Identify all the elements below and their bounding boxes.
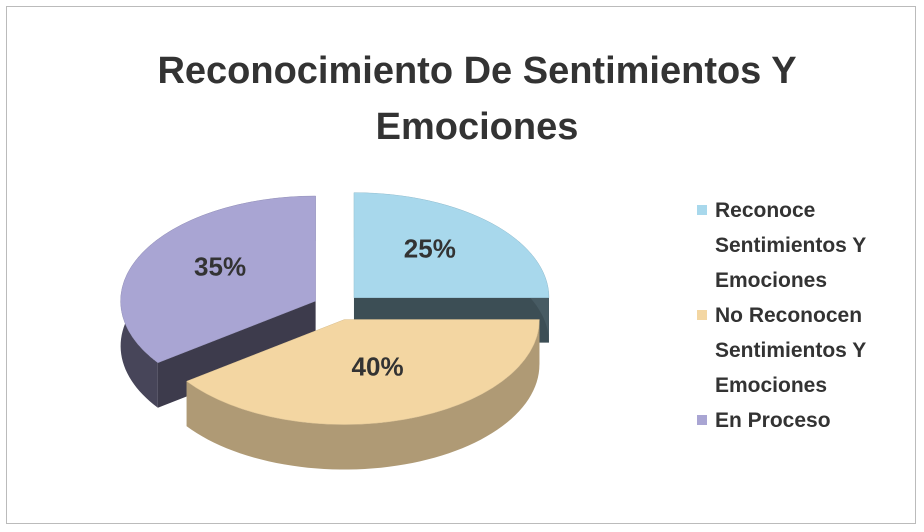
legend-item: No Reconocen Sentimientos Y Emociones [697,298,897,403]
legend-label: En Proceso [715,409,831,432]
legend-swatch [697,310,707,320]
data-label: 35% [194,252,246,282]
chart-frame: 25% 40% 35% Reconocimiento De Sentimientos… [6,6,916,524]
legend-item: Reconoce Sentimientos Y Emociones [697,193,897,298]
legend-label: Reconoce Sentimientos Y Emociones [715,199,866,292]
legend-swatch [697,205,707,215]
slice-wall [186,319,540,470]
legend-label: No Reconocen Sentimientos Y Emociones [715,304,866,397]
legend-item: En Proceso [697,403,897,438]
slice [120,195,316,364]
chart-title: Reconocimiento De Sentimientos Y Emocion… [157,50,797,148]
slice [353,192,550,298]
pie-area: 25% 40% 35% [120,192,550,470]
data-label: 25% [404,234,456,264]
slice [186,319,540,425]
legend: Reconoce Sentimientos Y Emociones No Reco… [697,193,897,438]
data-label: 40% [352,351,404,381]
legend-swatch [697,415,707,425]
